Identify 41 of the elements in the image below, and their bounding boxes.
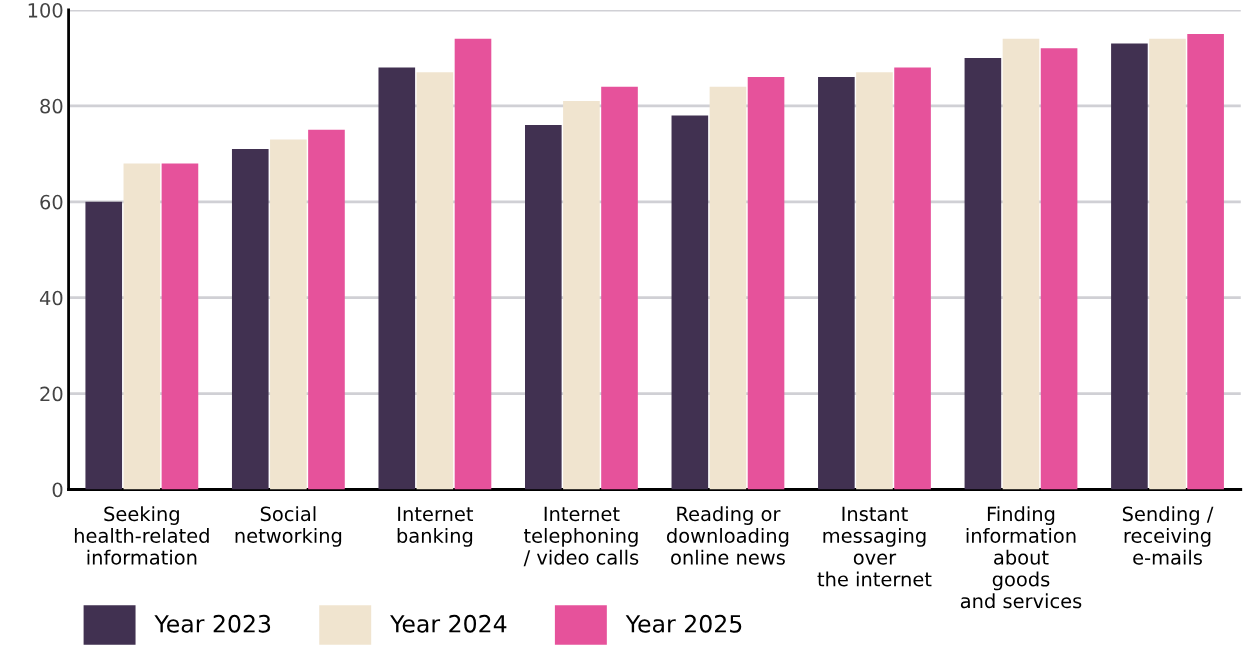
bar — [161, 163, 199, 490]
bar — [671, 115, 709, 490]
bar — [601, 86, 638, 490]
bar — [416, 72, 454, 490]
bar — [1040, 48, 1078, 490]
y-tick-label: 0 — [52, 482, 63, 498]
bar — [856, 72, 893, 490]
bar — [1111, 43, 1148, 490]
x-tick-label: Internet telephoning / video calls — [523, 506, 639, 567]
x-tick-label: Finding information about goods and services — [960, 506, 1082, 609]
bar — [525, 125, 562, 490]
legend-label: Year 2025 — [625, 614, 742, 633]
bar — [964, 57, 1002, 490]
y-tick-label: 100 — [28, 2, 63, 18]
bar — [709, 86, 747, 490]
bar — [123, 163, 161, 490]
bar — [747, 77, 785, 490]
x-tick-label: Seeking health-related information — [74, 506, 209, 565]
bar — [894, 67, 931, 490]
y-tick-label: 60 — [40, 194, 63, 210]
y-tick-label: 40 — [39, 290, 63, 306]
bar — [378, 67, 416, 490]
bar — [563, 101, 600, 490]
x-tick-label: Instant messaging over the internet — [817, 506, 932, 587]
bar — [818, 77, 855, 490]
bar — [1002, 38, 1040, 490]
x-tick-label: Sending / receiving e-mails — [1122, 506, 1214, 565]
y-tick-label: 80 — [40, 98, 63, 114]
bar — [85, 201, 123, 490]
legend-label: Year 2024 — [390, 614, 507, 633]
x-tick-label: Social networking — [235, 506, 342, 547]
x-tick-label: Internet banking — [397, 506, 474, 547]
x-tick-label: Reading or downloading online news — [666, 506, 789, 565]
y-tick-label: 20 — [40, 386, 63, 402]
legend-label: Year 2023 — [154, 614, 271, 633]
bar — [454, 38, 492, 490]
bar — [231, 149, 269, 490]
bar — [1187, 33, 1224, 490]
bar — [270, 139, 307, 490]
bar — [1149, 38, 1186, 490]
bar — [308, 129, 345, 490]
